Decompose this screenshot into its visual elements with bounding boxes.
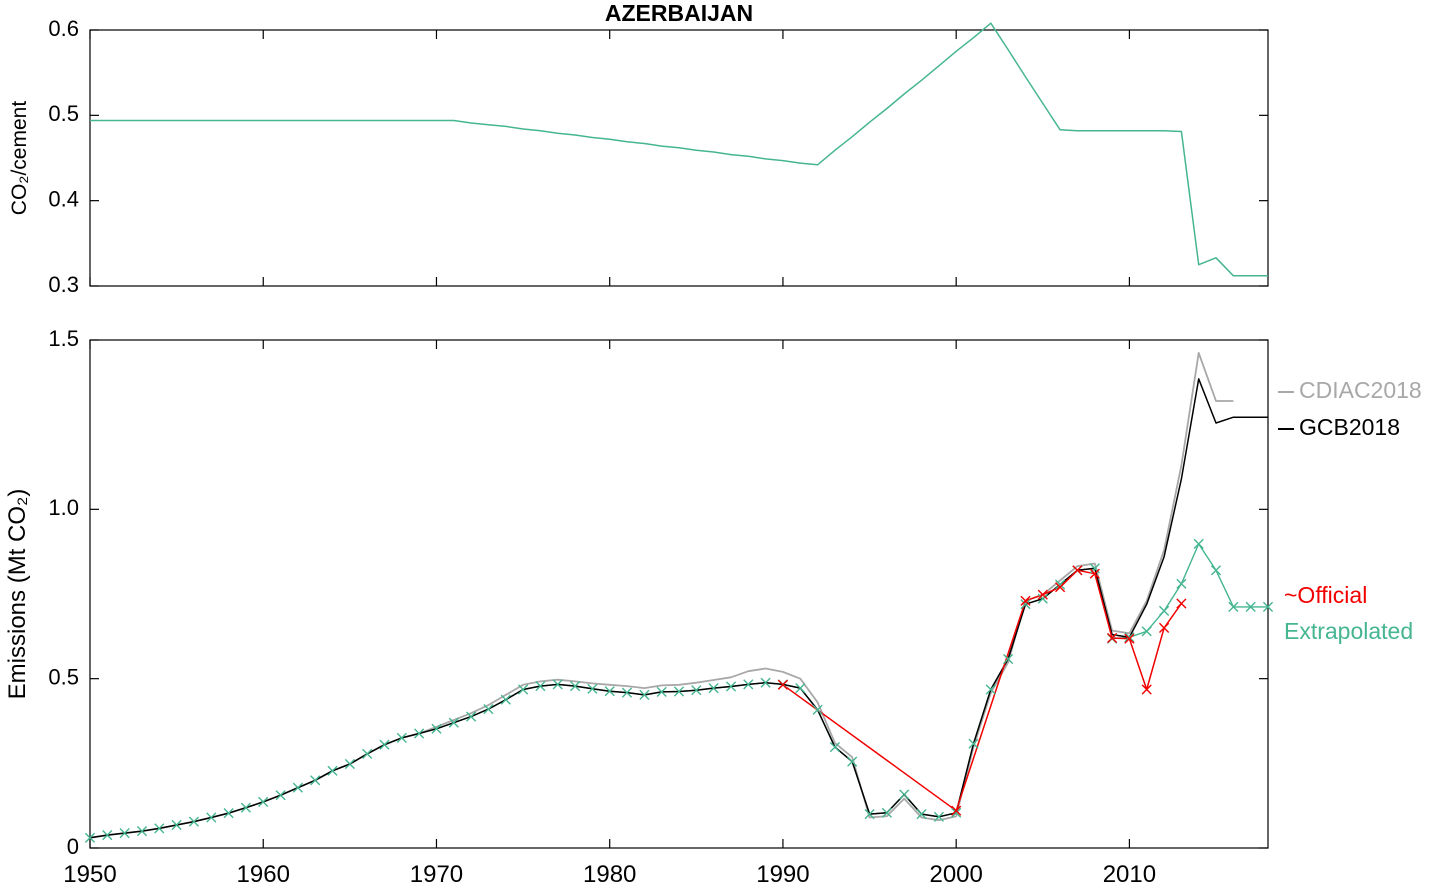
y-tick-label: 0.6 xyxy=(48,16,79,41)
series-line-Official xyxy=(782,569,1183,812)
y-tick-label: 0.5 xyxy=(48,101,79,126)
legend-label-official: ~Official xyxy=(1284,582,1368,608)
y-tick-label: 0 xyxy=(67,834,79,859)
series-line-GCB2018 xyxy=(89,378,1268,839)
x-tick-label: 1950 xyxy=(63,861,116,888)
bottom-panel-y-axis-label: Emissions (Mt CO₂) xyxy=(4,488,31,700)
cdiac-line-sample xyxy=(1278,390,1294,393)
gcb-line-sample xyxy=(1278,427,1294,430)
x-tick-label: 1970 xyxy=(410,861,463,888)
series-line-co2-per-cement-ratio xyxy=(90,22,1268,277)
legend-entry-extrapolated: Extrapolated xyxy=(1284,618,1413,644)
axes-box-panel-0 xyxy=(89,29,1269,287)
x-tick-label: 1980 xyxy=(583,861,636,888)
legend-entry-official: ~Official xyxy=(1284,582,1367,608)
legend-label-extrapolated: Extrapolated xyxy=(1284,618,1414,644)
x-tick-label: 1960 xyxy=(237,861,290,888)
x-tick-label: 2000 xyxy=(929,861,982,888)
y-tick-label: 0.3 xyxy=(48,272,79,297)
x-tick-label: 1990 xyxy=(756,861,809,888)
top-panel-y-axis-label: CO₂/cement xyxy=(8,100,31,216)
series-markers-Extrapolated xyxy=(84,538,1274,843)
legend-label-gcb: GCB2018 xyxy=(1299,414,1401,440)
series-line-CDIAC2018 xyxy=(89,352,1234,839)
legend-entry-gcb: GCB2018 xyxy=(1278,414,1400,440)
axes-box-panel-1 xyxy=(89,339,1269,849)
y-tick-label: 1.5 xyxy=(48,326,79,351)
series-markers-Official xyxy=(777,565,1187,816)
legend-entry-cdiac: CDIAC2018 xyxy=(1278,377,1422,403)
y-tick-label: 0.4 xyxy=(48,186,79,211)
y-tick-label: 0.5 xyxy=(48,664,79,689)
y-tick-label: 1.0 xyxy=(48,495,79,520)
x-tick-label: 2010 xyxy=(1103,861,1156,888)
legend-label-cdiac: CDIAC2018 xyxy=(1299,377,1422,403)
chart-title: AZERBAIJAN xyxy=(604,0,754,26)
